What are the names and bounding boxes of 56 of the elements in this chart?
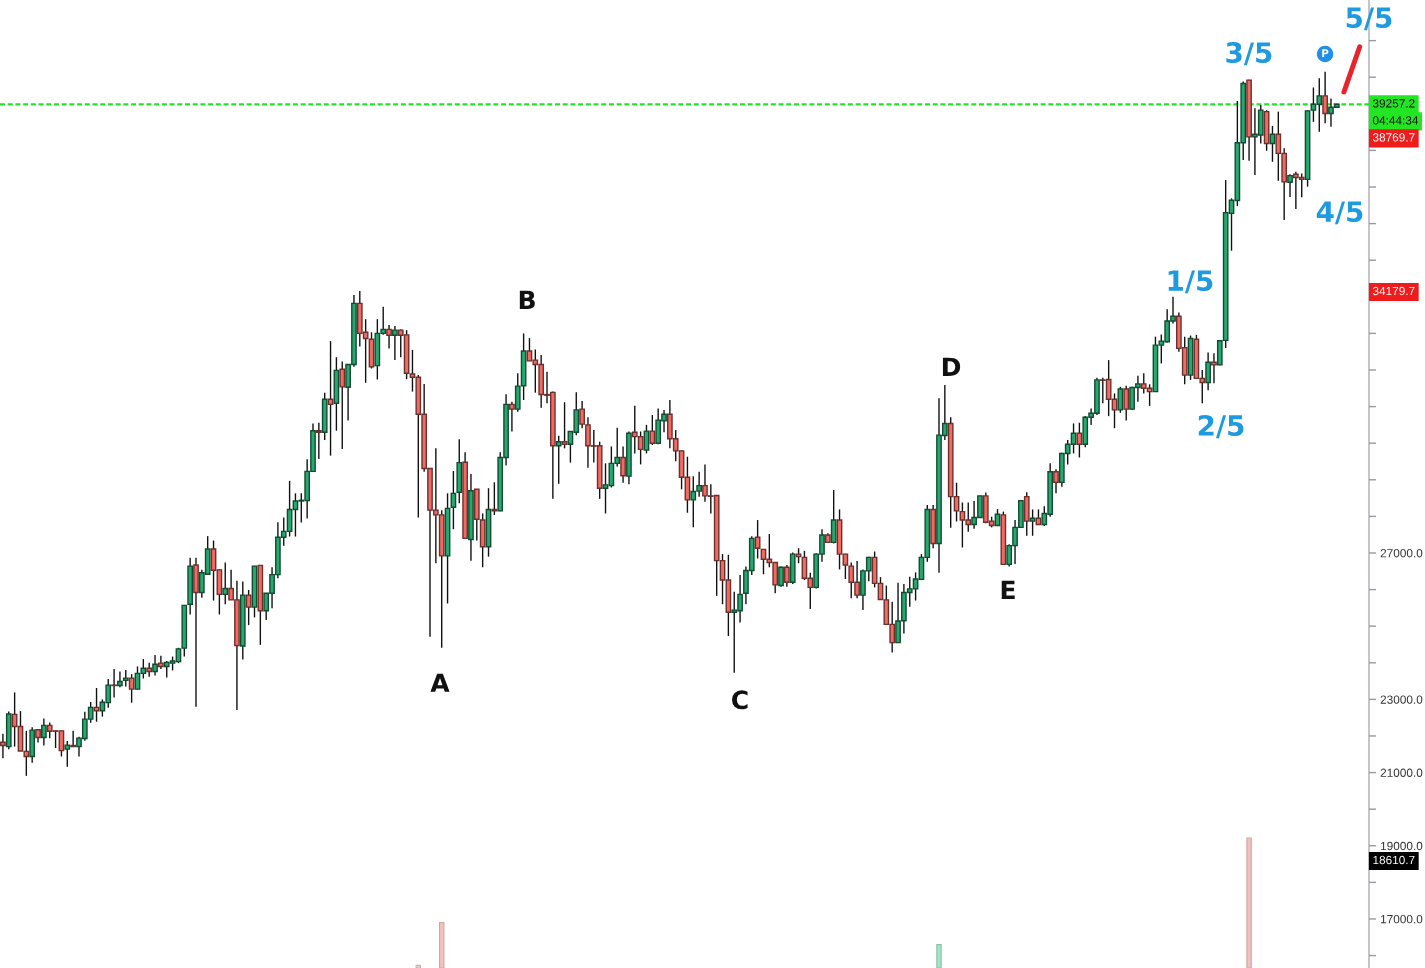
annotation: A xyxy=(430,673,450,692)
y-tick-label: 21000.0 xyxy=(1380,768,1423,777)
candlestick xyxy=(784,564,790,588)
candlestick xyxy=(222,561,229,605)
candlestick xyxy=(70,730,76,748)
y-tick-label: 27000.0 xyxy=(1380,549,1423,558)
candlestick xyxy=(649,414,656,446)
annotation: 2/5 xyxy=(1198,415,1244,439)
annotation: 1/5 xyxy=(1168,270,1213,294)
candlestick xyxy=(509,401,515,433)
candlestick xyxy=(245,589,252,626)
candlestick xyxy=(830,489,837,545)
annotation: E xyxy=(1001,580,1015,599)
bar xyxy=(438,921,445,968)
annotation: 3/5 xyxy=(1226,42,1272,66)
y-tick-label: 23000.0 xyxy=(1380,695,1423,704)
annotation: D xyxy=(942,357,961,376)
candlestick xyxy=(1322,71,1328,125)
candlestick xyxy=(152,654,158,677)
annotation: P xyxy=(1322,49,1329,57)
candlestick xyxy=(146,662,153,678)
annotation: C xyxy=(732,690,748,710)
candlestick xyxy=(620,445,626,484)
candlestick xyxy=(1117,386,1124,414)
candlestick xyxy=(491,481,498,516)
ref-line-label: 39257.2 xyxy=(1372,99,1415,108)
text: 38769.7 xyxy=(1372,133,1415,142)
text: 18610.7 xyxy=(1373,855,1415,865)
candlestick xyxy=(1287,173,1293,198)
candlestick xyxy=(64,740,71,768)
text: 04:44:34 xyxy=(1372,116,1419,125)
candlestick xyxy=(1123,385,1130,422)
candlestick xyxy=(1205,351,1211,391)
annotation: B xyxy=(519,290,535,309)
annotation: 4/5 xyxy=(1316,201,1363,225)
bar xyxy=(1246,837,1252,968)
candlestick xyxy=(128,673,135,704)
candlestick xyxy=(1053,468,1059,495)
candlestick xyxy=(41,717,47,747)
text: 34179.7 xyxy=(1372,286,1415,296)
bar xyxy=(936,944,942,968)
candlestick xyxy=(111,668,117,699)
candlestick xyxy=(315,422,322,460)
candlestick xyxy=(392,325,398,361)
candlestick xyxy=(561,401,568,450)
candlestick xyxy=(555,435,562,485)
y-tick-label: 17000.0 xyxy=(1381,914,1423,924)
annotation: 5/5 xyxy=(1346,7,1392,31)
candlestick xyxy=(643,424,650,455)
candlestick xyxy=(386,324,392,350)
candlestick xyxy=(0,733,6,759)
candlestick xyxy=(1211,352,1217,384)
candlestick xyxy=(117,670,123,688)
y-tick-label: 19000.0 xyxy=(1381,841,1423,851)
candlestick xyxy=(339,360,346,450)
bar xyxy=(415,964,422,968)
